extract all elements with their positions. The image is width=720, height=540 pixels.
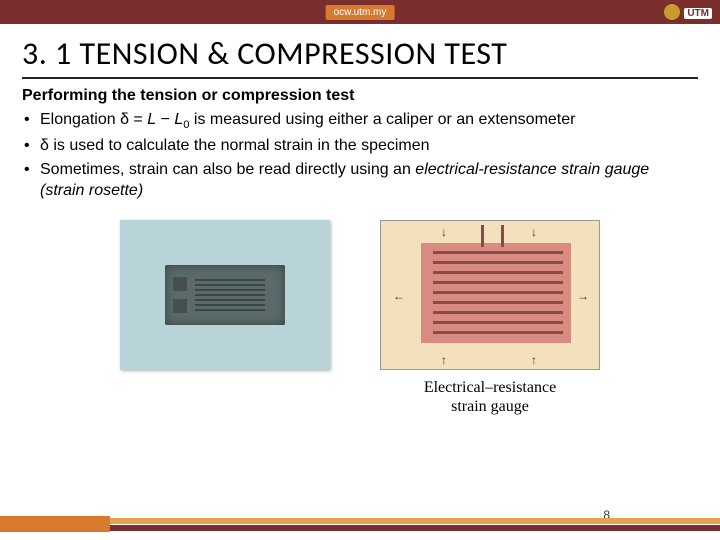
figure-caption: Electrical–resistancestrain gauge [424, 378, 556, 416]
arrow-left-icon: ← [393, 289, 405, 303]
figures-row: ← → ↓ ↓ ↑ ↑ Electrical–resistancestrain … [22, 220, 698, 416]
arrow-up-icon: ↑ [441, 353, 447, 367]
arrow-right-icon: → [577, 289, 589, 303]
slide-content: 3. 1 TENSION & COMPRESSION TEST Performi… [0, 24, 720, 416]
arrow-down-icon: ↓ [531, 225, 537, 239]
utm-logo-text: UTM [684, 8, 712, 19]
site-tag: ocw.utm.my [326, 5, 395, 20]
list-item: δ is used to calculate the normal strain… [22, 135, 698, 157]
utm-badge-icon [664, 4, 680, 20]
strain-gauge-diagram: ← → ↓ ↓ ↑ ↑ [380, 220, 600, 370]
slide-title: 3. 1 TENSION & COMPRESSION TEST [22, 34, 698, 79]
list-item: Sometimes, strain can also be read direc… [22, 159, 698, 202]
gauge-chip-icon [165, 265, 285, 325]
slide-subtitle: Performing the tension or compression te… [22, 87, 698, 105]
arrow-up-icon: ↑ [531, 353, 537, 367]
arrow-down-icon: ↓ [441, 225, 447, 239]
utm-logo: UTM [664, 3, 712, 21]
list-item: Elongation δ = L − L0 is measured using … [22, 109, 698, 133]
strain-gauge-photo [120, 220, 330, 370]
strain-gauge-diagram-wrap: ← → ↓ ↓ ↑ ↑ Electrical–resistancestrain … [380, 220, 600, 416]
bullet-list: Elongation δ = L − L0 is measured using … [22, 109, 698, 202]
footer-bar [0, 516, 720, 534]
topbar: ocw.utm.my UTM [0, 0, 720, 24]
